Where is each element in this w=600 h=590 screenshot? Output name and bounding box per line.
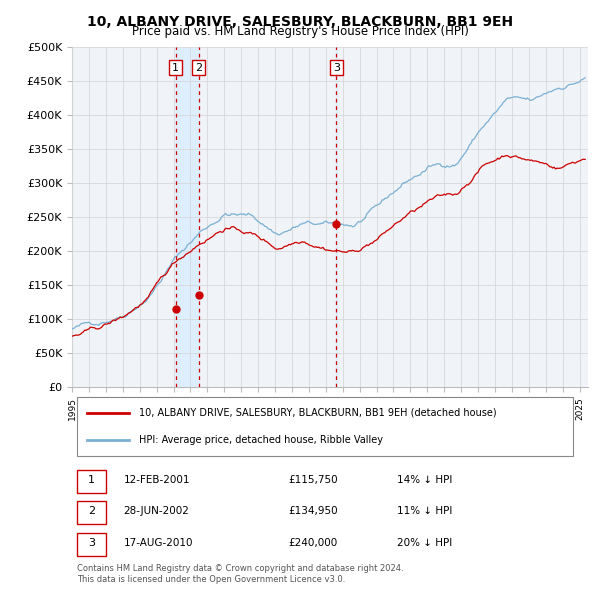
- Text: 2: 2: [195, 63, 202, 73]
- Text: 2: 2: [88, 506, 95, 516]
- FancyBboxPatch shape: [77, 470, 106, 493]
- Text: 1: 1: [88, 475, 95, 485]
- Bar: [176, 47, 199, 387]
- FancyBboxPatch shape: [77, 397, 572, 456]
- Text: 28-JUN-2002: 28-JUN-2002: [124, 506, 190, 516]
- Text: 10, ALBANY DRIVE, SALESBURY, BLACKBURN, BB1 9EH: 10, ALBANY DRIVE, SALESBURY, BLACKBURN, …: [87, 15, 513, 29]
- Text: 3: 3: [333, 63, 340, 73]
- Text: £240,000: £240,000: [289, 537, 338, 548]
- Text: 11% ↓ HPI: 11% ↓ HPI: [397, 506, 452, 516]
- Text: 3: 3: [88, 537, 95, 548]
- Text: 12-FEB-2001: 12-FEB-2001: [124, 475, 190, 485]
- Text: HPI: Average price, detached house, Ribble Valley: HPI: Average price, detached house, Ribb…: [139, 435, 383, 445]
- Text: 14% ↓ HPI: 14% ↓ HPI: [397, 475, 452, 485]
- Text: 20% ↓ HPI: 20% ↓ HPI: [397, 537, 452, 548]
- FancyBboxPatch shape: [77, 502, 106, 524]
- Text: 17-AUG-2010: 17-AUG-2010: [124, 537, 193, 548]
- Text: 10, ALBANY DRIVE, SALESBURY, BLACKBURN, BB1 9EH (detached house): 10, ALBANY DRIVE, SALESBURY, BLACKBURN, …: [139, 408, 497, 418]
- FancyBboxPatch shape: [77, 533, 106, 556]
- Text: Contains HM Land Registry data © Crown copyright and database right 2024.
This d: Contains HM Land Registry data © Crown c…: [77, 565, 404, 584]
- Bar: [335, 47, 337, 387]
- Text: Price paid vs. HM Land Registry's House Price Index (HPI): Price paid vs. HM Land Registry's House …: [131, 25, 469, 38]
- Text: £115,750: £115,750: [289, 475, 338, 485]
- Text: £134,950: £134,950: [289, 506, 338, 516]
- Text: 1: 1: [172, 63, 179, 73]
